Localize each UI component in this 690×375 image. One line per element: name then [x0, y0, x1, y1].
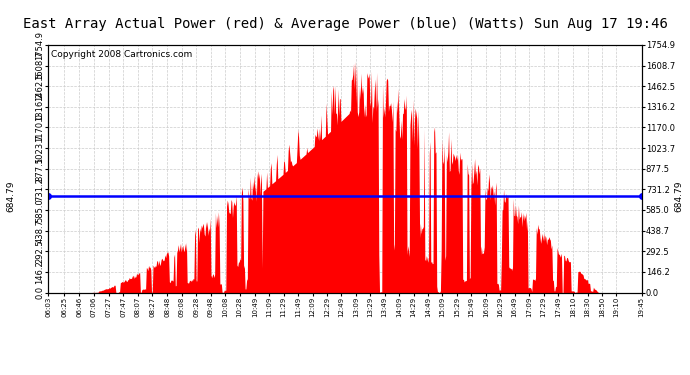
Text: Copyright 2008 Cartronics.com: Copyright 2008 Cartronics.com [51, 50, 193, 59]
Text: 684.79: 684.79 [674, 180, 683, 212]
Text: East Array Actual Power (red) & Average Power (blue) (Watts) Sun Aug 17 19:46: East Array Actual Power (red) & Average … [23, 17, 667, 31]
Text: 684.79: 684.79 [7, 180, 16, 212]
